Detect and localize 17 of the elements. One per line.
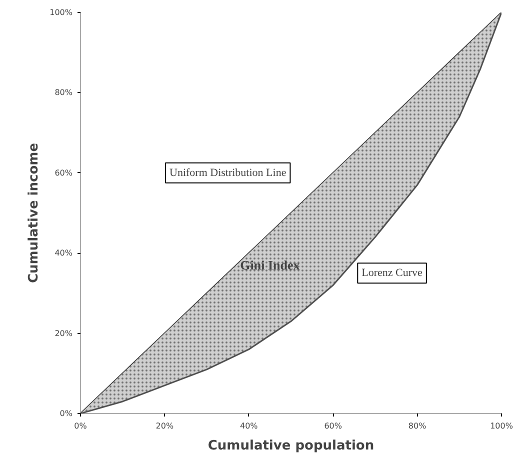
x-tick-label: 20% bbox=[156, 422, 174, 430]
x-tick-label: 100% bbox=[490, 422, 514, 430]
y-tick-label: 0% bbox=[60, 409, 73, 418]
y-tick-label: 40% bbox=[54, 248, 73, 258]
annotation: Gini Index bbox=[240, 258, 300, 273]
y-tick-label: 20% bbox=[54, 328, 73, 338]
series-label: Lorenz Curve bbox=[362, 267, 423, 280]
x-axis-title: Cumulative population bbox=[208, 438, 374, 454]
y-axis-title: Cumulative income bbox=[26, 142, 42, 284]
x-tick-label: 0% bbox=[74, 422, 88, 430]
y-tick-label: 100% bbox=[50, 8, 73, 17]
x-tick-label: 40% bbox=[240, 422, 258, 430]
text: Uniform Distribution Line bbox=[169, 166, 286, 179]
y-tick-label: 60% bbox=[54, 168, 73, 178]
x-tick-label: 80% bbox=[408, 422, 427, 430]
y-tick-label: 80% bbox=[54, 88, 73, 98]
x-tick-label: 60% bbox=[324, 422, 342, 430]
